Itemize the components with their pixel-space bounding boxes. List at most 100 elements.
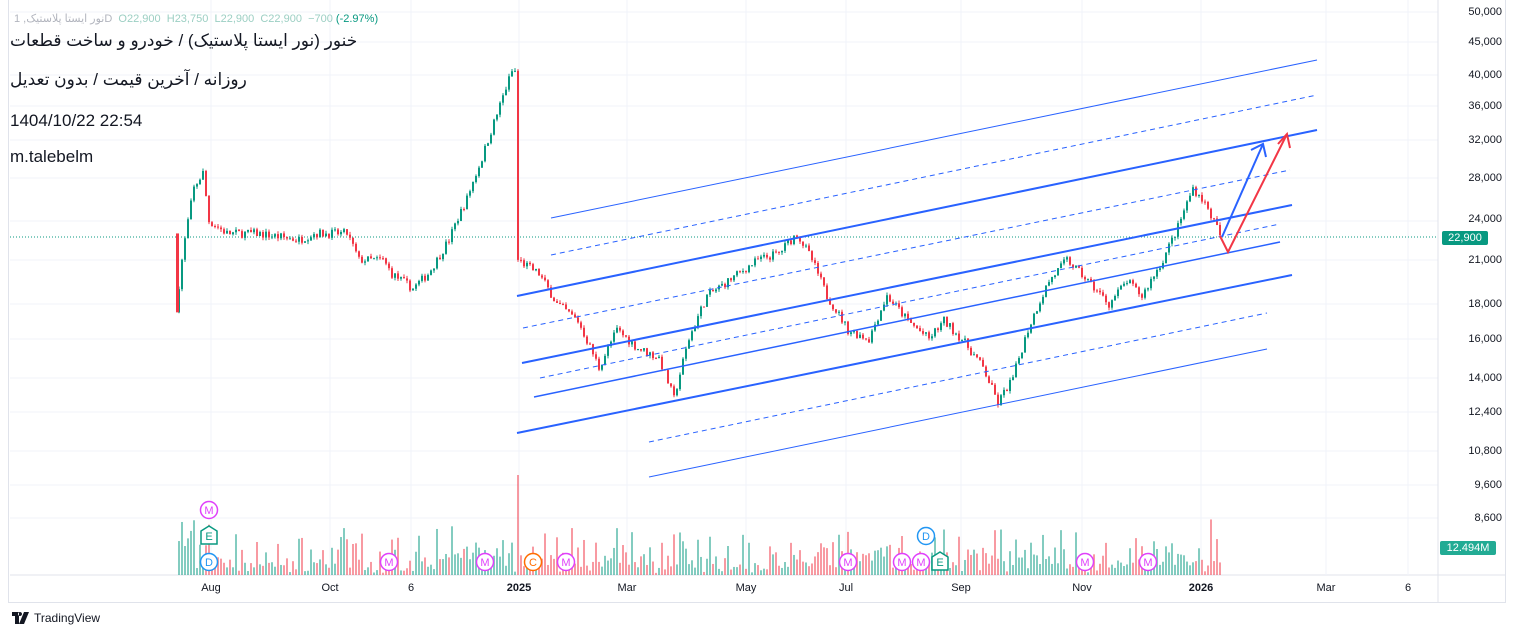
candle xyxy=(820,271,822,280)
candle xyxy=(571,309,573,315)
channel-line[interactable] xyxy=(516,274,1293,434)
candle xyxy=(316,233,318,240)
volume-bar xyxy=(706,558,708,575)
volume-bar xyxy=(664,569,666,575)
channel-line-dashed[interactable] xyxy=(522,169,1291,329)
volume-bar xyxy=(820,543,822,575)
candle xyxy=(544,274,546,282)
candle xyxy=(1135,282,1137,288)
tradingview-logo[interactable]: TradingView xyxy=(12,611,100,625)
channel-drawings[interactable] xyxy=(516,59,1318,478)
candle xyxy=(580,320,582,330)
channel-line[interactable] xyxy=(516,129,1318,297)
legend-low: L22,900 xyxy=(214,13,255,25)
volume-bar xyxy=(427,566,429,575)
channel-line-dashed[interactable] xyxy=(648,312,1268,443)
candle xyxy=(808,243,810,252)
volume-bar xyxy=(1036,555,1038,575)
volume-bar xyxy=(235,534,237,575)
volume-bar xyxy=(1171,543,1173,575)
event-marker-d[interactable]: D xyxy=(199,552,219,572)
event-marker-label: M xyxy=(1143,557,1152,569)
channel-line-dashed[interactable] xyxy=(550,94,1318,256)
volume-bar xyxy=(889,544,891,575)
event-markers[interactable]: MED M M C M M M M EDM M xyxy=(199,500,1158,572)
candle xyxy=(940,321,942,332)
event-marker-m[interactable]: M xyxy=(475,552,495,572)
candle xyxy=(286,236,288,241)
volume-bar xyxy=(712,563,714,575)
volume-bar xyxy=(247,571,249,575)
candle xyxy=(313,232,315,240)
volume-bar xyxy=(439,559,441,575)
candle xyxy=(1027,330,1029,339)
candle xyxy=(235,227,237,235)
event-marker-m[interactable]: M xyxy=(1075,552,1095,572)
volume-bar xyxy=(352,543,354,575)
event-marker-d[interactable]: D xyxy=(916,526,936,546)
volume-bar xyxy=(1180,554,1182,575)
volume-bar xyxy=(541,558,543,575)
event-marker-m[interactable]: M xyxy=(1138,552,1158,572)
channel-line[interactable] xyxy=(533,241,1281,398)
candle xyxy=(1069,256,1071,267)
channel-line[interactable] xyxy=(550,59,1318,219)
event-marker-m[interactable]: M xyxy=(199,500,219,520)
arrow-red[interactable] xyxy=(1219,131,1291,255)
price-axis-label: 9,600 xyxy=(1474,479,1502,491)
candle xyxy=(790,239,792,246)
volume-bar xyxy=(973,549,975,575)
volume-bar xyxy=(1105,542,1107,575)
volume-bar xyxy=(361,533,363,575)
event-marker-c[interactable]: C xyxy=(523,552,543,572)
volume-bar xyxy=(556,537,558,575)
volume-bar xyxy=(880,547,882,575)
candle xyxy=(1141,292,1143,301)
volume-bar xyxy=(550,555,552,575)
event-marker-m[interactable]: M xyxy=(892,552,912,572)
event-marker-e[interactable]: E xyxy=(931,551,949,571)
volume-bar xyxy=(178,541,180,575)
volume-bar xyxy=(256,541,258,575)
price-axis-label: 12,400 xyxy=(1468,406,1502,418)
candle xyxy=(616,324,618,334)
volume-bar xyxy=(1000,529,1002,575)
candle xyxy=(481,160,483,168)
volume-bar xyxy=(640,556,642,575)
channel-line[interactable] xyxy=(521,204,1293,364)
chart-subtitle: روزانه / آخرین قیمت / بدون تعدیل xyxy=(10,70,247,89)
candle xyxy=(730,277,732,283)
volume-bar xyxy=(859,561,861,575)
volume-bar xyxy=(1006,571,1008,575)
channel-line[interactable] xyxy=(648,348,1268,478)
candle xyxy=(823,277,825,288)
event-marker-m[interactable]: M xyxy=(379,552,399,572)
volume-bar xyxy=(364,570,366,575)
candle xyxy=(598,356,600,372)
event-marker-m[interactable]: M xyxy=(838,552,858,572)
volume-bar xyxy=(1051,563,1053,575)
candle xyxy=(970,346,972,356)
volume-bar xyxy=(799,550,801,575)
volume-bar xyxy=(499,556,501,575)
candle xyxy=(943,316,945,326)
volume-bar xyxy=(739,564,741,575)
candle xyxy=(994,383,996,395)
volume-bar xyxy=(967,549,969,575)
volume-bar xyxy=(1195,561,1197,575)
volume-bar xyxy=(1003,561,1005,575)
event-marker-m[interactable]: M xyxy=(911,552,931,572)
volume-bar xyxy=(727,546,729,575)
event-marker-e[interactable]: E xyxy=(200,525,218,545)
volume-bar xyxy=(409,560,411,575)
candle xyxy=(256,227,258,237)
volume-bar xyxy=(1072,566,1074,575)
arrow-blue[interactable] xyxy=(1221,142,1267,238)
volume-bar xyxy=(1057,563,1059,575)
candle xyxy=(640,349,642,352)
volume-bar xyxy=(679,532,681,575)
event-marker-m[interactable]: M xyxy=(556,552,576,572)
candle xyxy=(703,306,705,308)
candle xyxy=(634,339,636,351)
